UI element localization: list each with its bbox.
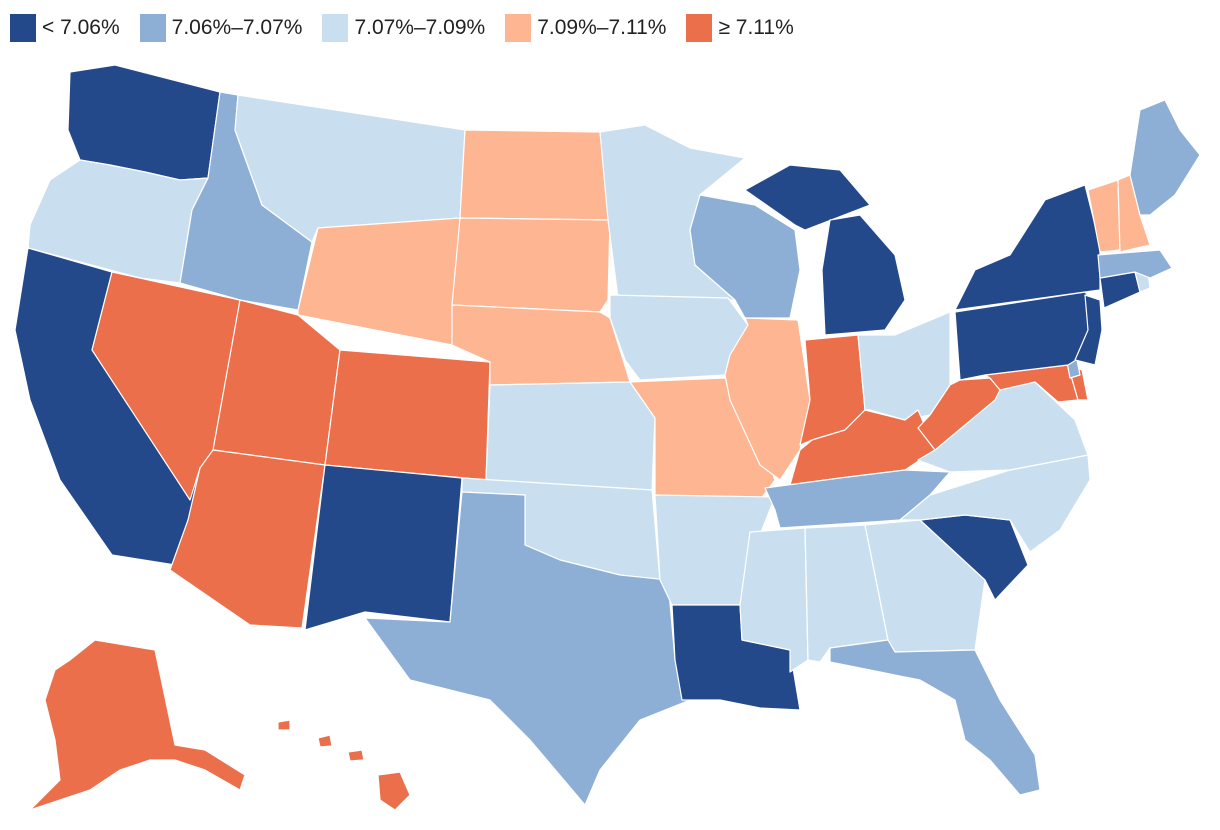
state-AK[interactable] [29, 639, 246, 811]
state-NM[interactable] [304, 464, 463, 631]
state-SD[interactable] [451, 217, 611, 313]
state-ND[interactable] [459, 129, 611, 221]
state-WY[interactable] [297, 217, 461, 346]
legend-item-7-07-to-7-09: 7.07%–7.09% [322, 14, 485, 42]
state-FL[interactable] [829, 639, 1041, 796]
legend-label-7-07-to-7-09: 7.07%–7.09% [354, 16, 486, 39]
state-NC[interactable] [899, 454, 1091, 553]
state-MI[interactable] [744, 164, 906, 336]
state-NH[interactable] [1117, 174, 1151, 253]
legend-label-at-least-7-11: ≥ 7.11% [718, 16, 794, 39]
state-WV[interactable] [917, 377, 1001, 451]
state-NY[interactable] [954, 184, 1101, 311]
legend: < 7.06% 7.06%–7.07% 7.07%–7.09% 7.09%–7.… [10, 12, 814, 44]
legend-item-7-06-to-7-07: 7.06%–7.07% [139, 14, 303, 42]
state-MA[interactable] [1097, 249, 1173, 279]
legend-label-7-06-to-7-07: 7.06%–7.07% [171, 16, 303, 39]
state-TX[interactable] [364, 491, 691, 806]
legend-swatch-below-7-06 [10, 14, 36, 42]
state-IL[interactable] [724, 317, 811, 481]
state-WI[interactable] [689, 194, 801, 319]
legend-item-below-7-06: < 7.06% [10, 14, 120, 42]
state-CO[interactable] [324, 349, 491, 481]
legend-label-7-09-to-7-11: 7.09%–7.11% [537, 16, 667, 39]
state-HI[interactable] [277, 719, 411, 811]
legend-swatch-7-07-to-7-09 [322, 14, 349, 42]
legend-swatch-7-09-to-7-11 [505, 14, 532, 42]
legend-swatch-7-06-to-7-07 [139, 14, 166, 42]
state-ME[interactable] [1129, 99, 1201, 216]
legend-item-at-least-7-11: ≥ 7.11% [686, 14, 794, 42]
state-KS[interactable] [485, 381, 656, 491]
legend-item-7-09-to-7-11: 7.09%–7.11% [505, 14, 666, 42]
state-NJ[interactable] [1074, 294, 1103, 366]
legend-swatch-at-least-7-11 [686, 14, 713, 42]
legend-label-below-7-06: < 7.06% [42, 16, 120, 39]
